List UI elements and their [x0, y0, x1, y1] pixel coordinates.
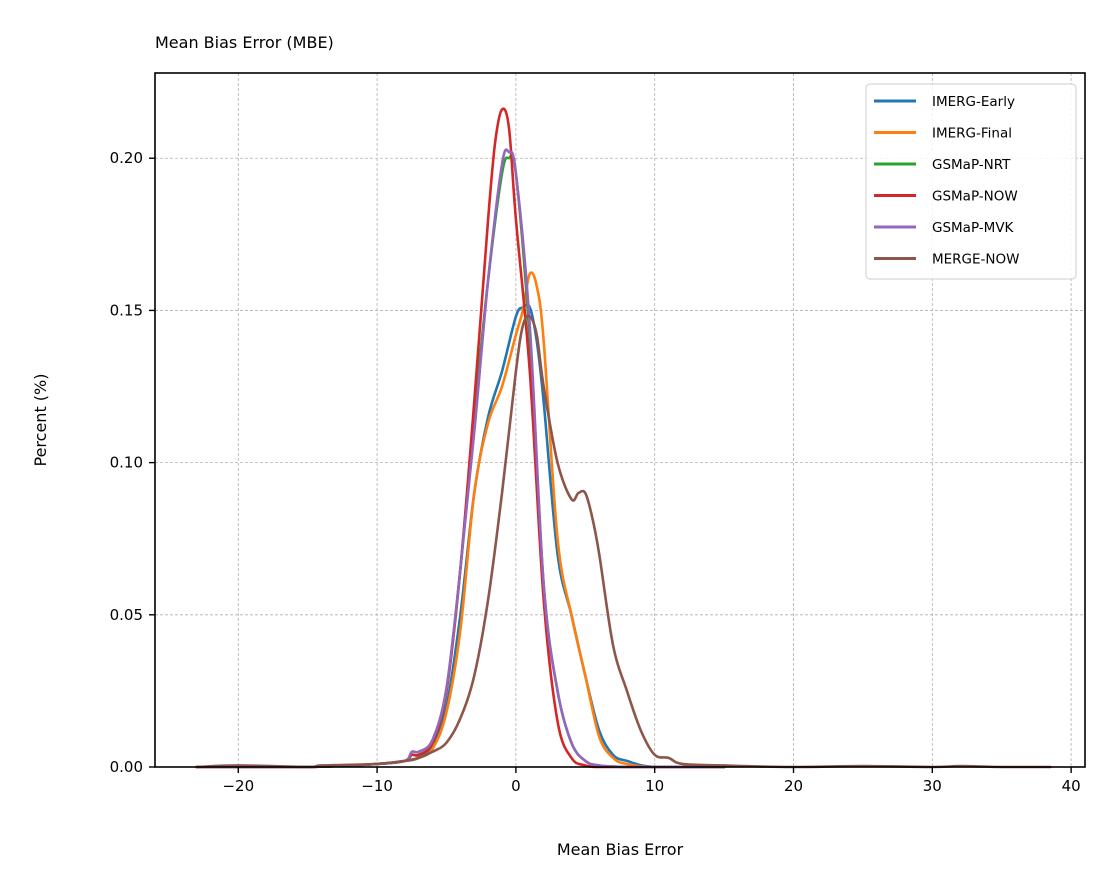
y-tick-label: 0.00: [110, 758, 143, 776]
y-tick-label: 0.05: [110, 606, 143, 624]
x-tick-label: −10: [361, 777, 393, 795]
x-tick-label: 30: [923, 777, 942, 795]
x-tick-label: −20: [222, 777, 254, 795]
chart-title: Mean Bias Error (MBE): [155, 33, 334, 52]
legend-label: MERGE-NOW: [932, 252, 1020, 268]
x-tick-label: 10: [645, 777, 664, 795]
x-tick-label: 40: [1062, 777, 1081, 795]
legend-label: GSMaP-NOW: [932, 189, 1018, 205]
series-line-merge-now: [195, 314, 1052, 769]
series-lines: [195, 107, 1052, 769]
legend-label: IMERG-Final: [932, 126, 1012, 142]
y-tick-label: 0.20: [110, 149, 143, 167]
y-tick-label: 0.15: [110, 301, 143, 319]
legend-label: GSMaP-MVK: [932, 220, 1015, 236]
legend: IMERG-Early IMERG-Final GSMaP-NRT GSMaP-NOW…: [865, 83, 1077, 280]
legend-label: GSMaP-NRT: [932, 157, 1011, 173]
x-tick-label: 0: [511, 777, 521, 795]
series-line-gsmap-mvk: [195, 148, 726, 769]
x-tick-label: 20: [784, 777, 803, 795]
series-line-gsmap-now: [195, 107, 726, 769]
legend-box: [865, 83, 1077, 280]
y-axis-label: Percent (%): [31, 374, 50, 467]
plot-frame: [154, 72, 1086, 768]
axis-ticks: −20 −10 0 10 20 30 40 0.00 0.05 0.10 0.15 0.20: [110, 149, 1081, 795]
legend-label: IMERG-Early: [932, 94, 1015, 110]
y-tick-label: 0.10: [110, 454, 143, 472]
x-axis-label: Mean Bias Error: [557, 840, 684, 859]
